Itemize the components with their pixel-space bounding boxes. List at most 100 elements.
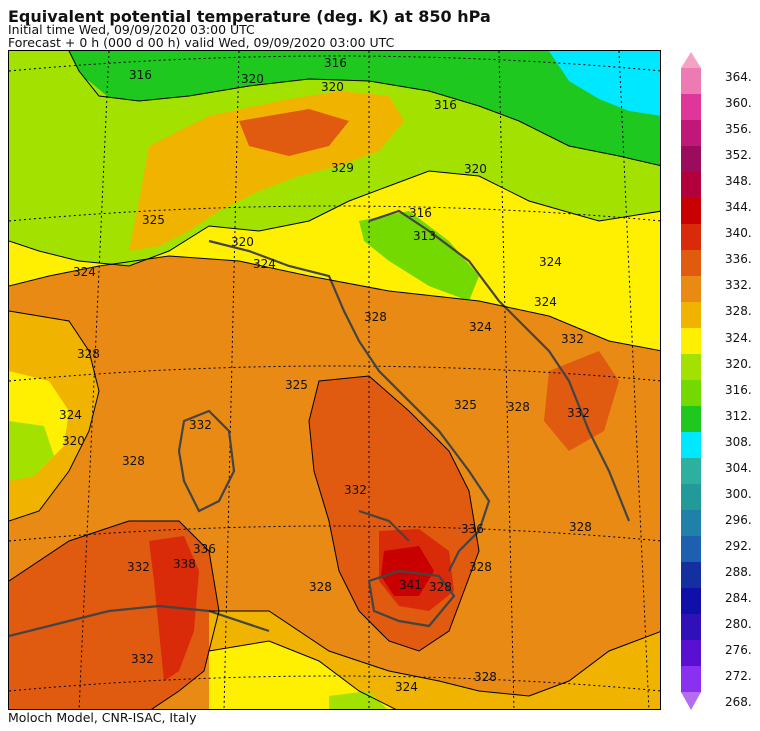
- contour-label-layer: 316 320 316 320 316 316 320 325 329 324 …: [59, 56, 592, 694]
- colorbar-swatch: [681, 276, 701, 303]
- colorbar-label: 348.: [725, 174, 752, 189]
- colorbar-swatch: [681, 146, 701, 173]
- contour-label: 325: [285, 378, 308, 392]
- colorbar-swatch: [681, 224, 701, 251]
- colorbar-swatch: [681, 484, 701, 511]
- colorbar-swatch: [681, 94, 701, 121]
- contour-label: 320: [321, 80, 344, 94]
- contour-label: 332: [561, 332, 584, 346]
- colorbar-swatch: [681, 68, 701, 95]
- colorbar-label: 272.: [725, 669, 752, 684]
- lat-lon-grid: [9, 51, 660, 709]
- contour-label: 316: [129, 68, 152, 82]
- colorbar-swatch: [681, 666, 701, 693]
- colorbar-label: 312.: [725, 408, 752, 423]
- contour-label: 328: [569, 520, 592, 534]
- model-credit: Moloch Model, CNR-ISAC, Italy: [8, 710, 197, 725]
- colorbar-swatch: [681, 432, 701, 459]
- contour-label: 329: [331, 161, 354, 175]
- contour-label: 320: [231, 235, 254, 249]
- colorbar-label: 268.: [725, 695, 752, 710]
- colorbar-label: 364.: [725, 70, 752, 84]
- contour-label: 332: [131, 652, 154, 666]
- colorbar-swatch: [681, 354, 701, 381]
- contour-label: 328: [364, 310, 387, 324]
- contour-label: 341: [399, 578, 422, 592]
- contour-label: 324: [534, 295, 557, 309]
- map-title: Equivalent potential temperature (deg. K…: [8, 7, 491, 26]
- colorbar-label: 276.: [725, 643, 752, 658]
- colorbar-label: 340.: [725, 226, 752, 241]
- field-alpine-pockets: [239, 109, 349, 156]
- contours: [9, 51, 660, 709]
- contour-label: 328: [507, 400, 530, 414]
- contour-label: 328: [469, 560, 492, 574]
- colorbar-swatch: [681, 250, 701, 277]
- contour-label: 324: [469, 320, 492, 334]
- field-313-adriatic: [359, 211, 479, 301]
- colorbar-label: 320.: [725, 356, 752, 371]
- colorbar-label: 292.: [725, 538, 752, 553]
- field-316-west-coast: [9, 421, 54, 481]
- colorbar-label: 344.: [725, 200, 752, 215]
- map-canvas: 316 320 316 320 316 316 320 325 329 324 …: [9, 51, 660, 709]
- colorbar-swatches: [681, 52, 701, 710]
- contour-label: 316: [434, 98, 457, 112]
- contour-label: 313: [413, 229, 436, 243]
- colorbar-swatch: [681, 458, 701, 485]
- contour-label: 324: [539, 255, 562, 269]
- contour-label: 336: [461, 522, 484, 536]
- contour-label: 324: [253, 257, 276, 271]
- field-320-south: [209, 641, 395, 709]
- colorbar-swatch: [681, 562, 701, 589]
- colorbar-swatch: [681, 198, 701, 225]
- colorbar-label: 308.: [725, 434, 752, 449]
- colorbar-swatch: [681, 614, 701, 641]
- colorbar-swatch: [681, 328, 701, 355]
- colorbar-label: 280.: [725, 617, 752, 632]
- contour-label: 325: [142, 213, 165, 227]
- contour-label: 324: [59, 408, 82, 422]
- colorbar-swatch: [681, 640, 701, 667]
- colorbar-swatch: [681, 510, 701, 537]
- contour-label: 328: [77, 347, 100, 361]
- colorbar-label: 328.: [725, 304, 752, 319]
- contour-label: 324: [73, 265, 96, 279]
- field-316-south: [329, 691, 387, 709]
- contour-label: 320: [464, 162, 487, 176]
- colorbar-label: 336.: [725, 252, 752, 267]
- contour-label: 328: [474, 670, 497, 684]
- contour-label: 332: [127, 560, 150, 574]
- contour-label: 328: [429, 580, 452, 594]
- contour-label: 316: [409, 206, 432, 220]
- contour-label: 320: [241, 72, 264, 86]
- contour-label: 328: [309, 580, 332, 594]
- colorbar-swatch: [681, 302, 701, 329]
- colorbar-swatch: [681, 120, 701, 147]
- contour-label: 325: [454, 398, 477, 412]
- field-312-north: [69, 51, 660, 166]
- coastlines: [9, 209, 631, 638]
- colorbar-label: 284.: [725, 591, 752, 605]
- colorbar-swatch: [681, 406, 701, 433]
- contour-label: 336: [193, 542, 216, 556]
- colorbar-label: 360.: [725, 96, 752, 111]
- colorbar: [681, 52, 701, 716]
- contour-label: 332: [567, 406, 590, 420]
- contour-label: 324: [395, 680, 418, 694]
- field-308-north: [549, 51, 660, 116]
- contour-label: 332: [189, 418, 212, 432]
- colorbar-top-arrow: [681, 52, 701, 68]
- colorbar-label: 352.: [725, 148, 752, 163]
- colorbar-label: 296.: [725, 512, 752, 527]
- theta-e-map: 316 320 316 320 316 316 320 325 329 324 …: [8, 50, 661, 710]
- colorbar-swatch: [681, 172, 701, 199]
- forecast-valid-time: Forecast + 0 h (000 d 00 h) valid Wed, 0…: [8, 35, 395, 50]
- colorbar-bottom-arrow: [681, 692, 701, 710]
- colorbar-swatch: [681, 536, 701, 563]
- initial-time: Initial time Wed, 09/09/2020 03:00 UTC: [8, 22, 255, 37]
- colorbar-label: 356.: [725, 122, 752, 137]
- contour-label: 320: [62, 434, 85, 448]
- colorbar-label: 316.: [725, 382, 752, 397]
- colorbar-swatch: [681, 380, 701, 407]
